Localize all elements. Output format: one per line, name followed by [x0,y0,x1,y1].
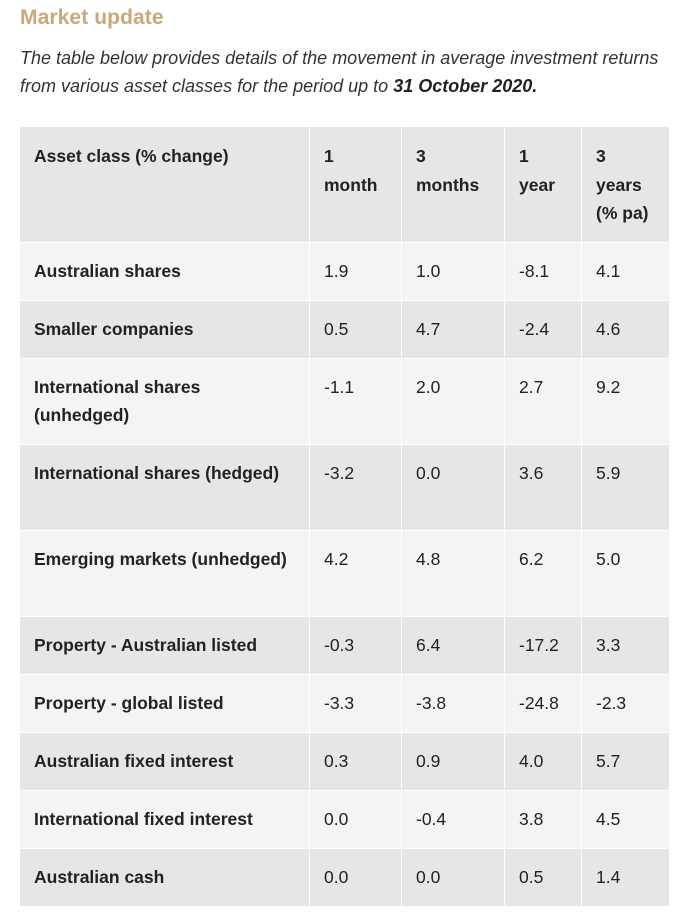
asset-class-cell: Emerging markets (unhedged) [19,529,310,617]
one-month-cell: 4.2 [309,529,402,617]
intro-date: 31 October 2020. [393,76,538,96]
asset-class-cell: Australian cash [19,847,310,907]
one-year-cell: -17.2 [504,615,582,675]
one-year-cell: 0.5 [504,847,582,907]
one-year-cell: 4.0 [504,731,582,791]
table-row: Smaller companies 0.5 4.7 -2.4 4.6 [19,299,670,359]
three-years-cell: 5.0 [581,529,670,617]
intro-paragraph: The table below provides details of the … [20,44,680,100]
three-months-cell: 0.0 [401,847,505,907]
returns-table: Asset class (% change) 1 month 3 months … [19,126,670,907]
three-years-cell: 5.7 [581,731,670,791]
intro-text: The table below provides details of the … [20,48,659,96]
one-year-cell: -2.4 [504,299,582,359]
three-years-cell: 3.3 [581,615,670,675]
three-months-cell: -3.8 [401,673,505,733]
table-row: Emerging markets (unhedged) 4.2 4.8 6.2 … [19,529,670,617]
one-month-cell: -3.3 [309,673,402,733]
three-years-cell: 5.9 [581,443,670,531]
three-years-cell: -2.3 [581,673,670,733]
header-1-year: 1 year [504,126,582,243]
table-row: Australian fixed interest 0.3 0.9 4.0 5.… [19,731,670,791]
asset-class-cell: International fixed interest [19,789,310,849]
one-year-cell: -8.1 [504,241,582,301]
header-1-month: 1 month [309,126,402,243]
header-3-months: 3 months [401,126,505,243]
three-years-cell: 4.1 [581,241,670,301]
one-month-cell: 0.0 [309,847,402,907]
three-months-cell: 0.9 [401,731,505,791]
asset-class-cell: International shares (unhedged) [19,357,310,445]
one-month-cell: 0.3 [309,731,402,791]
three-months-cell: 6.4 [401,615,505,675]
asset-class-cell: International shares (hedged) [19,443,310,531]
one-year-cell: 3.8 [504,789,582,849]
three-months-cell: 4.8 [401,529,505,617]
three-years-cell: 1.4 [581,847,670,907]
three-months-cell: 1.0 [401,241,505,301]
one-year-cell: 2.7 [504,357,582,445]
one-month-cell: -0.3 [309,615,402,675]
asset-class-cell: Australian shares [19,241,310,301]
one-month-cell: -1.1 [309,357,402,445]
page-title: Market update [20,6,164,29]
three-months-cell: 4.7 [401,299,505,359]
one-year-cell: -24.8 [504,673,582,733]
table-row: Australian shares 1.9 1.0 -8.1 4.1 [19,241,670,301]
table-row: International shares (hedged) -3.2 0.0 3… [19,443,670,531]
table-header-row: Asset class (% change) 1 month 3 months … [19,126,670,243]
table-row: Property - global listed -3.3 -3.8 -24.8… [19,673,670,733]
one-month-cell: 1.9 [309,241,402,301]
header-asset-class: Asset class (% change) [19,126,310,243]
three-years-cell: 4.5 [581,789,670,849]
three-months-cell: 2.0 [401,357,505,445]
one-month-cell: 0.5 [309,299,402,359]
table-row: International fixed interest 0.0 -0.4 3.… [19,789,670,849]
asset-class-cell: Smaller companies [19,299,310,359]
asset-class-cell: Australian fixed interest [19,731,310,791]
three-months-cell: 0.0 [401,443,505,531]
table-row: Property - Australian listed -0.3 6.4 -1… [19,615,670,675]
one-month-cell: 0.0 [309,789,402,849]
one-year-cell: 6.2 [504,529,582,617]
three-years-cell: 4.6 [581,299,670,359]
one-month-cell: -3.2 [309,443,402,531]
one-year-cell: 3.6 [504,443,582,531]
asset-class-cell: Property - Australian listed [19,615,310,675]
table-row: Australian cash 0.0 0.0 0.5 1.4 [19,847,670,907]
table-row: International shares (unhedged) -1.1 2.0… [19,357,670,445]
asset-class-cell: Property - global listed [19,673,310,733]
three-months-cell: -0.4 [401,789,505,849]
header-3-years: 3 years (% pa) [581,126,670,243]
three-years-cell: 9.2 [581,357,670,445]
